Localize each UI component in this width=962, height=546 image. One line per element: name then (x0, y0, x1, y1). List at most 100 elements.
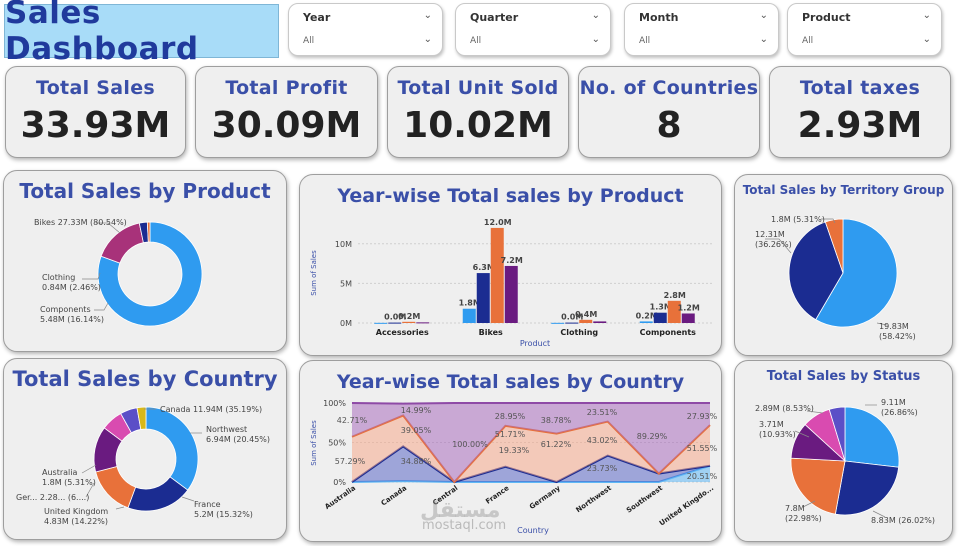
slicer-year-value[interactable]: All (303, 36, 315, 46)
pie-slice-delivered[interactable] (834, 460, 900, 516)
leader-line (802, 500, 816, 508)
pie-slice-components[interactable] (100, 222, 144, 264)
slicer-month[interactable]: Month All ⌄ ⌄ (624, 3, 779, 56)
bar-accessories-3[interactable] (416, 322, 430, 324)
pie-slice-pacific[interactable] (824, 218, 844, 274)
pie-slice-other[interactable] (136, 406, 147, 430)
slicer-year[interactable]: Year All ⌄ ⌄ (288, 3, 443, 56)
kpi-no-of-countries[interactable]: No. of Countries 8 (578, 66, 760, 158)
area-data-label: 20.51% (687, 472, 718, 481)
leader-line (81, 464, 97, 474)
bar-label: 12.0M (484, 218, 512, 227)
slicer-month-value[interactable]: All (639, 36, 651, 46)
pie-slice-north-america[interactable] (815, 218, 898, 328)
country-area-chart[interactable]: 0% 50% 100% Sum of Sales 42.71% 57.29% 14.99% 3… (300, 361, 722, 542)
kpi-total-profit[interactable]: Total Profit 30.09M (195, 66, 378, 158)
kpi-total-unit-sold[interactable]: Total Unit Sold 10.02M (387, 66, 569, 158)
bar-bikes-2[interactable] (490, 227, 504, 323)
data-label: 7.8M (22.98%) (785, 504, 822, 523)
slicer-quarter[interactable]: Quarter All ⌄ ⌄ (455, 3, 611, 56)
area-series-0[interactable] (352, 465, 710, 482)
bar-accessories-2[interactable] (402, 321, 416, 323)
leader-line (85, 482, 95, 498)
slicer-product-value[interactable]: All (802, 36, 814, 46)
chevron-down-icon[interactable]: ⌄ (591, 10, 600, 21)
x-tick-label: Southwest (625, 484, 664, 515)
bar-components-0[interactable] (639, 321, 653, 323)
panel-status[interactable]: Total Sales by Status 9.11M (26.86%) 8.83M… (734, 360, 953, 542)
kpi-total-taxes[interactable]: Total taxes 2.93M (769, 66, 951, 158)
pie-slice-france[interactable] (95, 466, 137, 509)
x-tick-label: Clothing (560, 328, 598, 337)
data-label: Canada 11.94M (35.19%) (160, 405, 262, 414)
bar-bikes-0[interactable] (462, 308, 476, 323)
country-donut-chart[interactable]: Canada 11.94M (35.19%) Northwest 6.94M (20… (4, 359, 287, 540)
leader-line (806, 410, 824, 414)
area-data-label: 100.00% (452, 440, 488, 449)
kpi-total-sales[interactable]: Total Sales 33.93M (5, 66, 186, 158)
chevron-down-icon[interactable]: ⌄ (759, 10, 768, 21)
dashboard-title: Sales Dashboard (5, 0, 199, 67)
chevron-down-icon[interactable]: ⌄ (922, 34, 931, 45)
area-data-label: 38.78% (541, 416, 572, 425)
panel-sales-by-country[interactable]: Total Sales by Country Canada 11.94M (35… (3, 358, 287, 540)
product-donut-chart[interactable]: Bikes 27.33M (80.54%) Clothing 0.84M (2.46… (4, 171, 287, 352)
y-axis-title: Sum of Sales (310, 420, 318, 466)
slicer-quarter-value[interactable]: All (470, 36, 482, 46)
kpi-label: Total Unit Sold (397, 77, 559, 99)
bar-accessories-0[interactable] (374, 322, 388, 324)
kpi-value: 8 (656, 105, 682, 146)
bar-label: 0.2M (636, 311, 658, 320)
bar-label: 7.2M (501, 256, 523, 265)
y-tick-label: 50% (328, 439, 346, 448)
chevron-down-icon[interactable]: ⌄ (591, 34, 600, 45)
bar-clothing-0[interactable] (551, 322, 565, 324)
bar-components-2[interactable] (667, 300, 681, 323)
kpi-label: Total taxes (799, 77, 921, 99)
area-line-0 (351, 464, 711, 483)
area-data-label: 23.51% (587, 408, 618, 417)
data-label: Ger... 2.28... (6....) (16, 493, 89, 502)
status-pie-chart[interactable]: 9.11M (26.86%) 8.83M (26.02%) 7.8M (22.98%) 3… (735, 361, 953, 542)
bar-accessories-1[interactable] (388, 322, 402, 324)
bar-label: 1.3M (650, 303, 672, 312)
kpi-value: 2.93M (797, 105, 923, 146)
kpi-value: 30.09M (211, 105, 362, 146)
panel-yearwise-country[interactable]: Year-wise Total sales by Country 0% 50% 10… (299, 360, 722, 542)
panel-yearwise-product[interactable]: Year-wise Total sales by Product 0M 5M 10M… (299, 174, 722, 356)
pie-slice-other[interactable] (828, 406, 846, 462)
x-tick-label: Components (640, 328, 697, 337)
slicer-year-label: Year (303, 11, 331, 24)
pie-slice-bikes[interactable] (97, 221, 203, 327)
bar-clothing-1[interactable] (565, 322, 579, 324)
chevron-down-icon[interactable]: ⌄ (922, 10, 931, 21)
product-bar-chart[interactable]: 0M 5M 10M Sum of Sales Product Accessories 0.0… (300, 175, 722, 356)
area-data-label: 57.29% (335, 457, 366, 466)
bar-clothing-2[interactable] (579, 319, 593, 323)
chevron-down-icon[interactable]: ⌄ (423, 34, 432, 45)
bar-label: 1.2M (678, 303, 700, 312)
bar-components-3[interactable] (681, 313, 695, 323)
bar-clothing-3[interactable] (593, 321, 607, 323)
pie-slice-accessories[interactable] (146, 221, 151, 243)
chevron-down-icon[interactable]: ⌄ (759, 34, 768, 45)
chevron-down-icon[interactable]: ⌄ (423, 10, 432, 21)
pie-slice-processing[interactable] (790, 457, 846, 515)
pie-slice-canada[interactable] (145, 406, 199, 491)
leader-line (821, 218, 836, 224)
territory-pie-chart[interactable]: 19.83M (58.42%) 12.31M (36.26%) 1.8M (5.31%) (735, 175, 953, 356)
area-data-label: 51.71% (495, 430, 526, 439)
bar-bikes-1[interactable] (476, 273, 490, 323)
area-data-label: 89.29% (637, 432, 668, 441)
area-data-label: 42.71% (337, 416, 368, 425)
panel-sales-by-product[interactable]: Total Sales by Product Bikes 27.33M (80.… (3, 170, 287, 352)
kpi-label: Total Profit (225, 77, 348, 99)
slicer-product[interactable]: Product All ⌄ ⌄ (787, 3, 942, 56)
panel-territory[interactable]: Total Sales by Territory Group 19.83M (58… (734, 174, 953, 356)
pie-slice-shipped[interactable] (844, 406, 900, 468)
pie-slice-europe[interactable] (788, 221, 844, 321)
bar-bikes-3[interactable] (504, 265, 518, 323)
bar-components-1[interactable] (653, 312, 667, 323)
area-series-3[interactable] (352, 403, 710, 482)
y-tick-label: 10M (335, 240, 352, 249)
